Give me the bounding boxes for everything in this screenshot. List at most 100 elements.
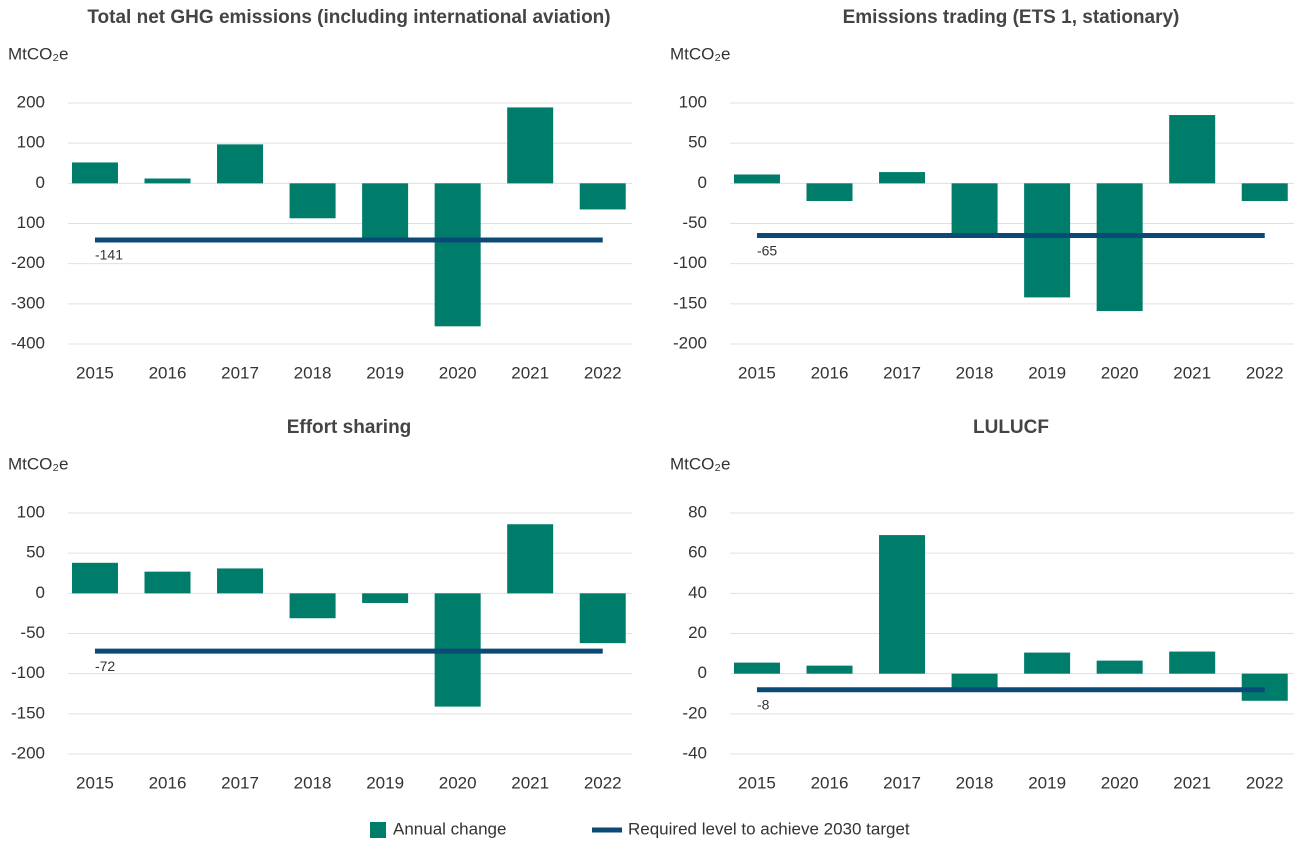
bar	[1241, 183, 1288, 202]
x-tick-label: 2019	[1028, 773, 1066, 792]
x-tick-label: 2019	[366, 363, 404, 382]
bar	[144, 571, 191, 594]
bar	[1169, 115, 1216, 184]
bar	[289, 183, 336, 219]
x-tick-label: 2016	[149, 773, 187, 792]
bar	[1241, 673, 1288, 701]
y-tick-label: -40	[682, 743, 707, 762]
x-tick-label: 2021	[1173, 773, 1211, 792]
x-tick-label: 2018	[956, 773, 994, 792]
y-tick-label: -20	[682, 703, 707, 722]
x-tick-label: 2017	[883, 773, 921, 792]
y-tick-label: 60	[688, 543, 707, 562]
y-tick-label: -150	[673, 293, 707, 312]
bar	[289, 593, 336, 619]
bar	[1096, 183, 1143, 312]
x-tick-label: 2018	[294, 363, 332, 382]
x-tick-label: 2016	[149, 363, 187, 382]
bar	[507, 107, 554, 184]
y-tick-label: -100	[673, 253, 707, 272]
x-tick-label: 2017	[221, 363, 259, 382]
bar	[806, 665, 853, 674]
x-tick-label: 2016	[811, 773, 849, 792]
bar	[217, 144, 264, 184]
x-tick-label: 2022	[584, 363, 622, 382]
x-tick-label: 2015	[76, 363, 114, 382]
chart-title: Total net GHG emissions (including inter…	[87, 7, 610, 28]
bar	[951, 673, 998, 688]
y-tick-label: 0	[36, 583, 45, 602]
y-tick-label: 0	[698, 173, 707, 192]
x-tick-label: 2017	[221, 773, 259, 792]
y-tick-label: -300	[11, 293, 45, 312]
x-tick-label: 2016	[811, 363, 849, 382]
bar	[1096, 660, 1143, 674]
x-tick-label: 2021	[511, 363, 549, 382]
bar	[733, 174, 780, 184]
bar	[71, 562, 118, 594]
bar	[879, 535, 926, 674]
x-tick-label: 2019	[1028, 363, 1066, 382]
x-tick-label: 2021	[511, 773, 549, 792]
x-tick-label: 2019	[366, 773, 404, 792]
y-tick-label: -400	[11, 333, 45, 352]
y-tick-label: 200	[17, 92, 45, 111]
y-tick-label: -200	[11, 743, 45, 762]
x-tick-label: 2015	[738, 773, 776, 792]
x-tick-label: 2020	[439, 773, 477, 792]
y-tick-label: 100	[17, 502, 45, 521]
bar	[1024, 652, 1071, 674]
bar	[1169, 651, 1216, 674]
bar	[733, 662, 780, 674]
y-tick-label: -50	[20, 623, 45, 642]
target-label: -8	[757, 696, 770, 712]
bar	[579, 183, 626, 210]
y-tick-label: -200	[11, 253, 45, 272]
chart-title: Effort sharing	[287, 417, 412, 438]
x-tick-label: 2018	[294, 773, 332, 792]
y-tick-label: 50	[688, 133, 707, 152]
x-tick-label: 2015	[738, 363, 776, 382]
chart-title: LULUCF	[973, 417, 1049, 438]
bar	[879, 172, 926, 184]
x-tick-label: 2018	[956, 363, 994, 382]
bar	[434, 183, 481, 327]
x-tick-label: 2021	[1173, 363, 1211, 382]
y-tick-label: -100	[11, 663, 45, 682]
x-tick-label: 2020	[1101, 773, 1139, 792]
legend-swatch	[370, 822, 386, 838]
legend-label: Required level to achieve 2030 target	[628, 819, 910, 838]
y-tick-label: 0	[36, 173, 45, 192]
y-axis-label: MtCO₂e	[670, 44, 730, 63]
x-tick-label: 2020	[439, 363, 477, 382]
y-tick-label: 50	[26, 543, 45, 562]
bar	[806, 183, 853, 202]
y-tick-label: -150	[11, 703, 45, 722]
bar	[507, 524, 554, 594]
y-tick-label: -200	[673, 333, 707, 352]
bar	[1024, 183, 1071, 298]
bar	[951, 183, 998, 234]
x-tick-label: 2022	[1246, 363, 1284, 382]
bar	[362, 593, 409, 603]
target-label: -141	[95, 247, 123, 263]
y-axis-label: MtCO₂e	[8, 454, 68, 473]
y-axis-label: MtCO₂e	[8, 44, 68, 63]
y-tick-label: 0	[698, 663, 707, 682]
x-tick-label: 2017	[883, 363, 921, 382]
bar	[217, 568, 264, 594]
x-tick-label: 2020	[1101, 363, 1139, 382]
x-tick-label: 2022	[584, 773, 622, 792]
legend-label: Annual change	[393, 819, 506, 838]
bar	[579, 593, 626, 644]
bar	[144, 178, 191, 184]
y-tick-label: 40	[688, 583, 707, 602]
y-tick-label: 80	[688, 502, 707, 521]
y-tick-label: -50	[682, 213, 707, 232]
chart-title: Emissions trading (ETS 1, stationary)	[843, 7, 1180, 28]
bar	[71, 162, 118, 184]
bar	[362, 183, 409, 239]
x-tick-label: 2015	[76, 773, 114, 792]
y-tick-label: 100	[17, 213, 45, 232]
